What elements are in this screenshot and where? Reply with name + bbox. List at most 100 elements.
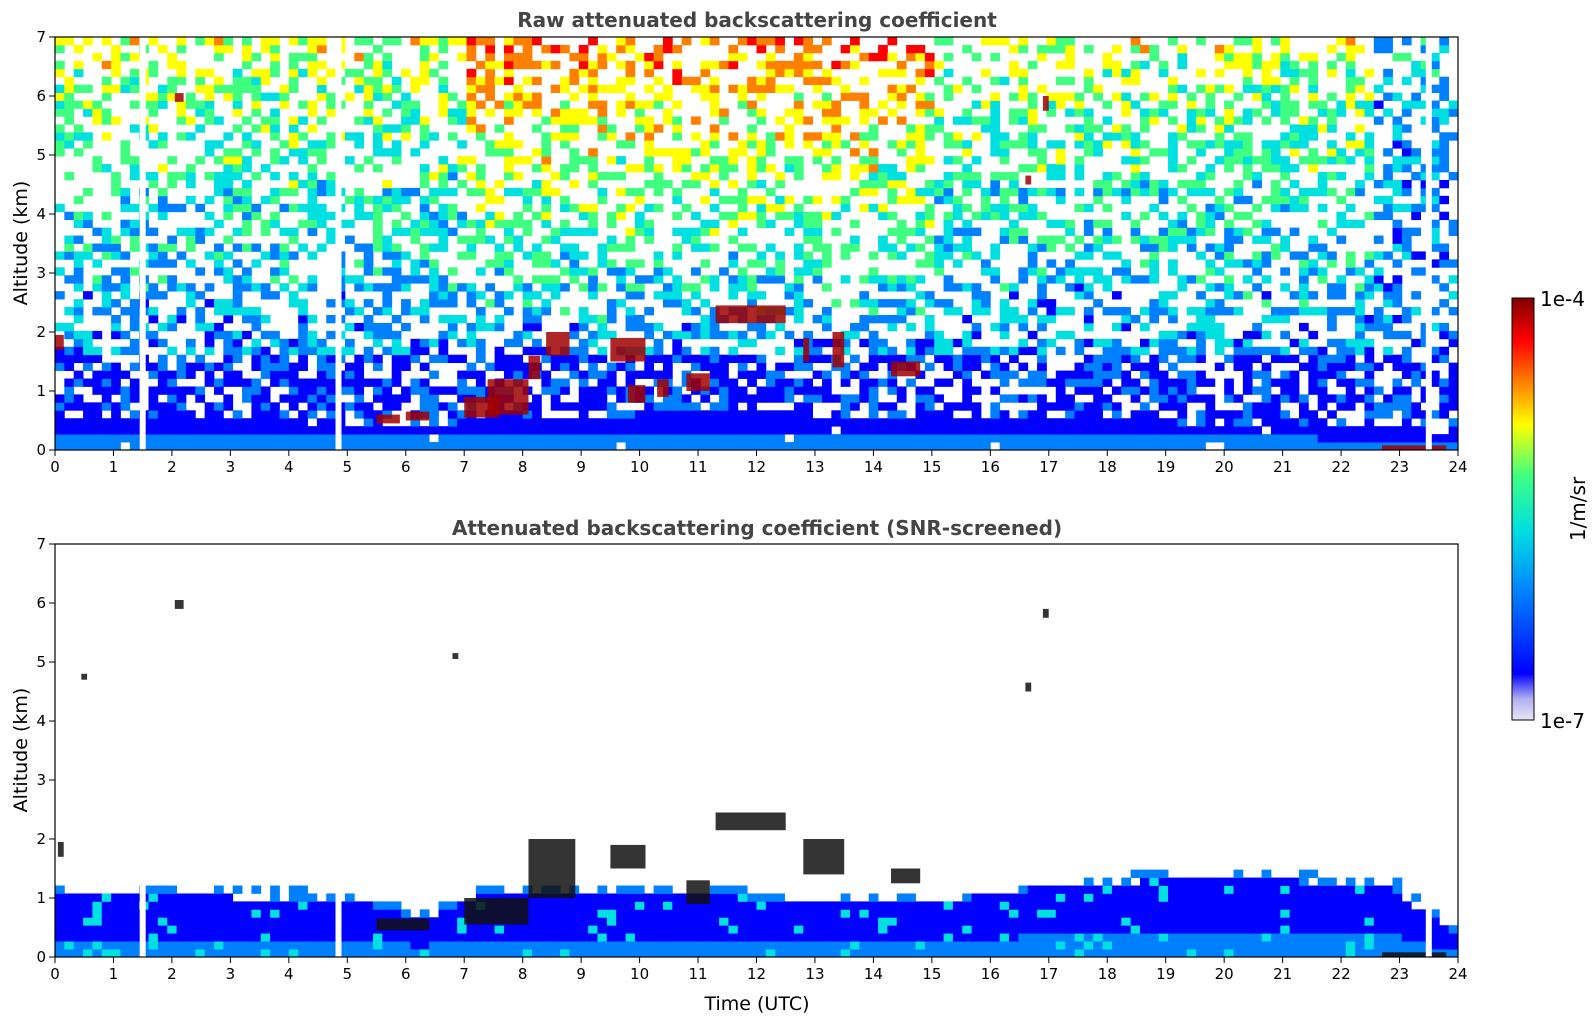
heatmap-cell (952, 338, 963, 348)
heatmap-cell (765, 394, 776, 403)
heatmap-cell (1364, 394, 1375, 403)
heatmap-cell (344, 893, 355, 902)
heatmap-cell (1214, 116, 1225, 125)
heatmap-cell (363, 283, 374, 292)
heatmap-cell (1383, 172, 1393, 181)
heatmap-cell (92, 925, 103, 934)
heatmap-cell (887, 37, 898, 46)
heatmap-cell (1055, 275, 1066, 284)
heatmap-cell (55, 203, 65, 213)
heatmap-cell (1149, 187, 1160, 197)
heatmap-cell (915, 410, 926, 419)
heatmap-cell (391, 219, 402, 229)
heatmap-cell (148, 251, 159, 260)
heatmap-cell (457, 314, 467, 324)
heatmap-cell (653, 267, 664, 276)
heatmap-cell (1055, 100, 1066, 109)
x-tick-label: 23 (1390, 458, 1409, 476)
heatmap-cell (1205, 187, 1216, 197)
heatmap-cell (503, 92, 514, 101)
heatmap-cell (859, 203, 870, 213)
heatmap-cell (307, 37, 318, 46)
heatmap-cell (466, 386, 477, 395)
heatmap-cell (943, 299, 954, 308)
heatmap-cell (204, 100, 215, 109)
heatmap-cell (709, 219, 720, 229)
heatmap-cell (288, 386, 299, 395)
heatmap-cell (503, 108, 514, 117)
heatmap-cell (812, 354, 823, 364)
heatmap-cell (1364, 338, 1375, 348)
heatmap-cell (363, 108, 374, 117)
heatmap-cell (859, 426, 870, 435)
heatmap-cell (784, 362, 795, 371)
heatmap-cell (148, 259, 159, 268)
heatmap-cell (513, 941, 524, 950)
heatmap-cell (1270, 179, 1281, 189)
heatmap-cell (1298, 442, 1309, 450)
heatmap-cell (1327, 354, 1337, 364)
heatmap-cell (298, 410, 308, 419)
heatmap-cell (812, 267, 823, 276)
heatmap-cell (129, 203, 140, 213)
heatmap-cell (1055, 402, 1066, 411)
heatmap-cell (625, 370, 636, 379)
heatmap-cell (784, 394, 795, 403)
heatmap-cell (1139, 307, 1150, 316)
heatmap-cell (242, 243, 252, 252)
heatmap-cell (288, 394, 299, 403)
heatmap-cell (1317, 124, 1328, 133)
heatmap-cell (1093, 148, 1103, 157)
heatmap-cell (653, 124, 664, 133)
heatmap-cell (709, 132, 720, 141)
heatmap-cell (662, 901, 673, 910)
heatmap-cell (391, 402, 402, 411)
heatmap-cell (1139, 92, 1150, 101)
heatmap-cell (1111, 68, 1122, 78)
heatmap-cell (878, 179, 888, 189)
y-tick-label: 4 (36, 205, 46, 223)
heatmap-cell (1270, 108, 1281, 117)
heatmap-cell (157, 442, 168, 450)
heatmap-cell (560, 116, 570, 125)
heatmap-cell (1205, 322, 1216, 332)
heatmap-cell (1139, 259, 1150, 268)
heatmap-cell (569, 917, 580, 926)
heatmap-cell (438, 100, 449, 109)
heatmap-cell (270, 68, 280, 78)
heatmap-cell (1308, 370, 1319, 379)
heatmap-cell (924, 434, 935, 443)
heatmap-cell (223, 917, 234, 926)
heatmap-cell (1196, 291, 1206, 300)
heatmap-cell (1121, 100, 1132, 109)
heatmap-cell (1439, 346, 1450, 356)
heatmap-cell (1280, 394, 1291, 403)
heatmap-cell (1345, 442, 1356, 450)
heatmap-cell (1130, 354, 1141, 364)
heatmap-cell (1074, 283, 1085, 292)
heatmap-cell (569, 370, 580, 379)
heatmap-cell (597, 378, 608, 387)
heatmap-cell (1261, 84, 1272, 93)
heatmap-cell (784, 140, 795, 149)
heatmap-cell (438, 172, 449, 181)
heatmap-cell (578, 227, 589, 236)
heatmap-cell (1308, 243, 1319, 252)
heatmap-cell (1186, 354, 1197, 364)
heatmap-cell (532, 164, 542, 173)
heatmap-cell (307, 187, 318, 197)
heatmap-cell (419, 132, 430, 141)
heatmap-cell (204, 370, 215, 379)
heatmap-cell (1411, 156, 1421, 165)
heatmap-cell (1102, 68, 1113, 78)
heatmap-cell (532, 941, 542, 950)
heatmap-cell (242, 164, 252, 173)
heatmap-cell (634, 434, 645, 443)
heatmap-cell (195, 291, 206, 300)
heatmap-cell (288, 917, 299, 926)
heatmap-cell (1373, 179, 1384, 189)
heatmap-cell (793, 203, 804, 213)
heatmap-cell (157, 426, 168, 435)
heatmap-cell (298, 243, 308, 252)
heatmap-cell (270, 92, 280, 101)
